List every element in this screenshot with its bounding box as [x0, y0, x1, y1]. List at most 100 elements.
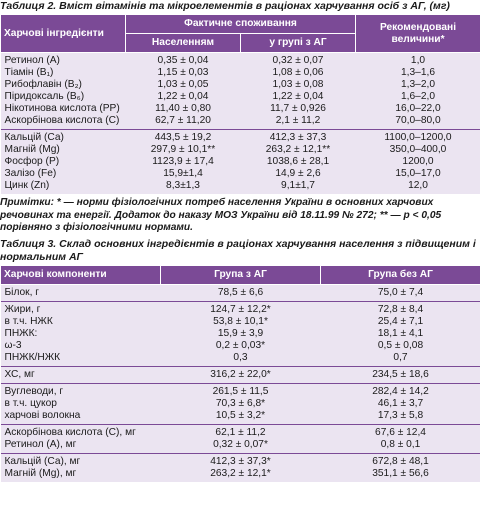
cell: 1123,9 ± 17,4: [125, 156, 241, 168]
cell: 0,32 ± 0,07*: [160, 438, 321, 453]
row-label: Вуглеводи, г: [0, 383, 161, 398]
row-label: Фосфор (Р): [0, 156, 126, 168]
cell: 1038,6 ± 28,1: [240, 156, 356, 168]
column-header: Харчові інгредієнти: [0, 14, 126, 53]
row-label: Ретинол (А): [0, 52, 126, 67]
table-row: ХС, мг 316,2 ± 22,0* 234,5 ± 18,6: [0, 366, 480, 383]
cell: 8,3±1,3: [125, 180, 241, 194]
cell: 316,2 ± 22,0*: [160, 366, 321, 383]
table-row: Аскорбінова кислота (С) 62,7 ± 11,20 2,1 ±…: [0, 115, 480, 130]
column-header: Група без АГ: [320, 264, 480, 285]
row-label: Аскорбінова кислота (С), мг: [0, 424, 161, 439]
table-row: ω-3 0,2 ± 0,03* 0,5 ± 0,08: [0, 339, 480, 352]
cell: 1,03 ± 0,05: [125, 79, 241, 91]
table-row: Фосфор (Р) 1123,9 ± 17,4 1038,6 ± 28,1 1200…: [0, 156, 480, 168]
cell: 1100,0–1200,0: [355, 129, 480, 144]
column-header: Харчові компоненти: [0, 264, 161, 285]
cell: 14,9 ± 2,6: [240, 168, 356, 180]
table-row: Магній (Mg), мг 263,2 ± 12,1* 351,1 ± 56,6: [0, 467, 480, 482]
cell: 350,0–400,0: [355, 144, 480, 156]
cell: 62,7 ± 11,20: [125, 115, 241, 130]
cell: 0,32 ± 0,07: [240, 52, 356, 67]
cell: 0,3: [160, 351, 321, 366]
row-group: Вуглеводи, г 261,5 ± 11,5 282,4 ± 14,2 в т.…: [0, 383, 480, 424]
table-row: Тіамін (В₁) 1,15 ± 0,03 1,08 ± 0,06 1,3–1,6: [0, 67, 480, 79]
row-label: Білок, г: [0, 284, 161, 301]
cell: 0,35 ± 0,04: [125, 52, 241, 67]
table-row: Цинк (Zn) 8,3±1,3 9,1±1,7 12,0: [0, 180, 480, 194]
row-label: харчові волокна: [0, 409, 161, 424]
cell: 1,15 ± 0,03: [125, 67, 241, 79]
table-row: в т.ч. цукор 70,3 ± 6,8* 46,1 ± 3,7: [0, 397, 480, 410]
cell: 412,3 ± 37,3: [240, 129, 356, 144]
row-group: Жири, г 124,7 ± 12,2* 72,8 ± 8,4 в т.ч. НЖК…: [0, 301, 480, 366]
cell: 18,1 ± 4,1: [320, 327, 480, 340]
cell: 0,2 ± 0,03*: [160, 339, 321, 352]
column-header: Населенням: [125, 33, 241, 53]
table-row: Аскорбінова кислота (С), мг 62,1 ± 11,2 67…: [0, 424, 480, 439]
row-label: Рибофлавін (В₂): [0, 79, 126, 91]
table-row: Ретинол (А), мг 0,32 ± 0,07* 0,8 ± 0,1: [0, 438, 480, 453]
row-label: Ретинол (А), мг: [0, 438, 161, 453]
table-row: ПНЖК: 15,9 ± 3,9 18,1 ± 4,1: [0, 327, 480, 340]
cell: 124,7 ± 12,2*: [160, 301, 321, 316]
cell: 1,3–1,6: [355, 67, 480, 79]
table-row: Вуглеводи, г 261,5 ± 11,5 282,4 ± 14,2: [0, 383, 480, 398]
table-row: Нікотинова кислота (РР) 11,40 ± 0,80 11,7 …: [0, 103, 480, 115]
cell: 2,1 ± 11,2: [240, 115, 356, 130]
cell: 46,1 ± 3,7: [320, 397, 480, 410]
row-label: Нікотинова кислота (РР): [0, 103, 126, 115]
table: Харчові інгредієнти Фактичне споживання …: [0, 14, 480, 194]
column-header: у групі з АГ: [240, 33, 356, 53]
cell: 9,1±1,7: [240, 180, 356, 194]
row-group: Ретинол (А) 0,35 ± 0,04 0,32 ± 0,07 1,0 Тіам…: [0, 52, 480, 130]
cell: 282,4 ± 14,2: [320, 383, 480, 398]
cell: 15,9±1,4: [125, 168, 241, 180]
cell: 25,4 ± 7,1: [320, 315, 480, 328]
table-row: харчові волокна 10,5 ± 3,2* 17,3 ± 5,8: [0, 409, 480, 424]
cell: 62,1 ± 11,2: [160, 424, 321, 439]
row-label: в т.ч. цукор: [0, 397, 161, 410]
cell: 12,0: [355, 180, 480, 194]
row-label: Кальцій (Са): [0, 129, 126, 144]
row-label: ПНЖК/НЖК: [0, 351, 161, 366]
cell: 70,0–80,0: [355, 115, 480, 130]
row-label: Піридоксаль (В₆): [0, 91, 126, 103]
row-label: Цинк (Zn): [0, 180, 126, 194]
cell: 351,1 ± 56,6: [320, 467, 480, 482]
cell: 234,5 ± 18,6: [320, 366, 480, 383]
row-label: Магній (Mg), мг: [0, 467, 161, 482]
row-label: в т.ч. НЖК: [0, 315, 161, 328]
cell: 1,08 ± 0,06: [240, 67, 356, 79]
cell: 0,7: [320, 351, 480, 366]
cell: 1,0: [355, 52, 480, 67]
row-label: Тіамін (В₁): [0, 67, 126, 79]
table-row: ПНЖК/НЖК 0,3 0,7: [0, 351, 480, 366]
cell: 1200,0: [355, 156, 480, 168]
table-title: Таблиця 2. Вміст вітамінів та мікроелеме…: [0, 0, 450, 12]
cell: 1,3–2,0: [355, 79, 480, 91]
column-header: Фактичне споживання: [125, 14, 356, 34]
row-label: Жири, г: [0, 301, 161, 316]
table-row: в т.ч. НЖК 53,8 ± 10,1* 25,4 ± 7,1: [0, 315, 480, 328]
row-group: ХС, мг 316,2 ± 22,0* 234,5 ± 18,6: [0, 366, 480, 383]
cell: 11,7 ± 0,926: [240, 103, 356, 115]
row-label: Кальцій (Са), мг: [0, 453, 161, 468]
row-label: ХС, мг: [0, 366, 161, 383]
row-group: Кальцій (Са) 443,5 ± 19,2 412,3 ± 37,3 1100…: [0, 129, 480, 194]
cell: 78,5 ± 6,6: [160, 284, 321, 301]
table-row: Рибофлавін (В₂) 1,03 ± 0,05 1,03 ± 0,08 1,3…: [0, 79, 480, 91]
cell: 67,6 ± 12,4: [320, 424, 480, 439]
cell: 1,22 ± 0,04: [240, 91, 356, 103]
cell: 53,8 ± 10,1*: [160, 315, 321, 328]
column-header: Група з АГ: [160, 264, 321, 285]
cell: 15,0–17,0: [355, 168, 480, 180]
cell: 0,5 ± 0,08: [320, 339, 480, 352]
cell: 70,3 ± 6,8*: [160, 397, 321, 410]
row-group: Білок, г 78,5 ± 6,6 75,0 ± 7,4: [0, 284, 480, 301]
row-group: Аскорбінова кислота (С), мг 62,1 ± 11,2 67…: [0, 424, 480, 453]
cell: 263,2 ± 12,1*: [160, 467, 321, 482]
table-row: Залізо (Fe) 15,9±1,4 14,9 ± 2,6 15,0–17,0: [0, 168, 480, 180]
row-label: Магній (Mg): [0, 144, 126, 156]
